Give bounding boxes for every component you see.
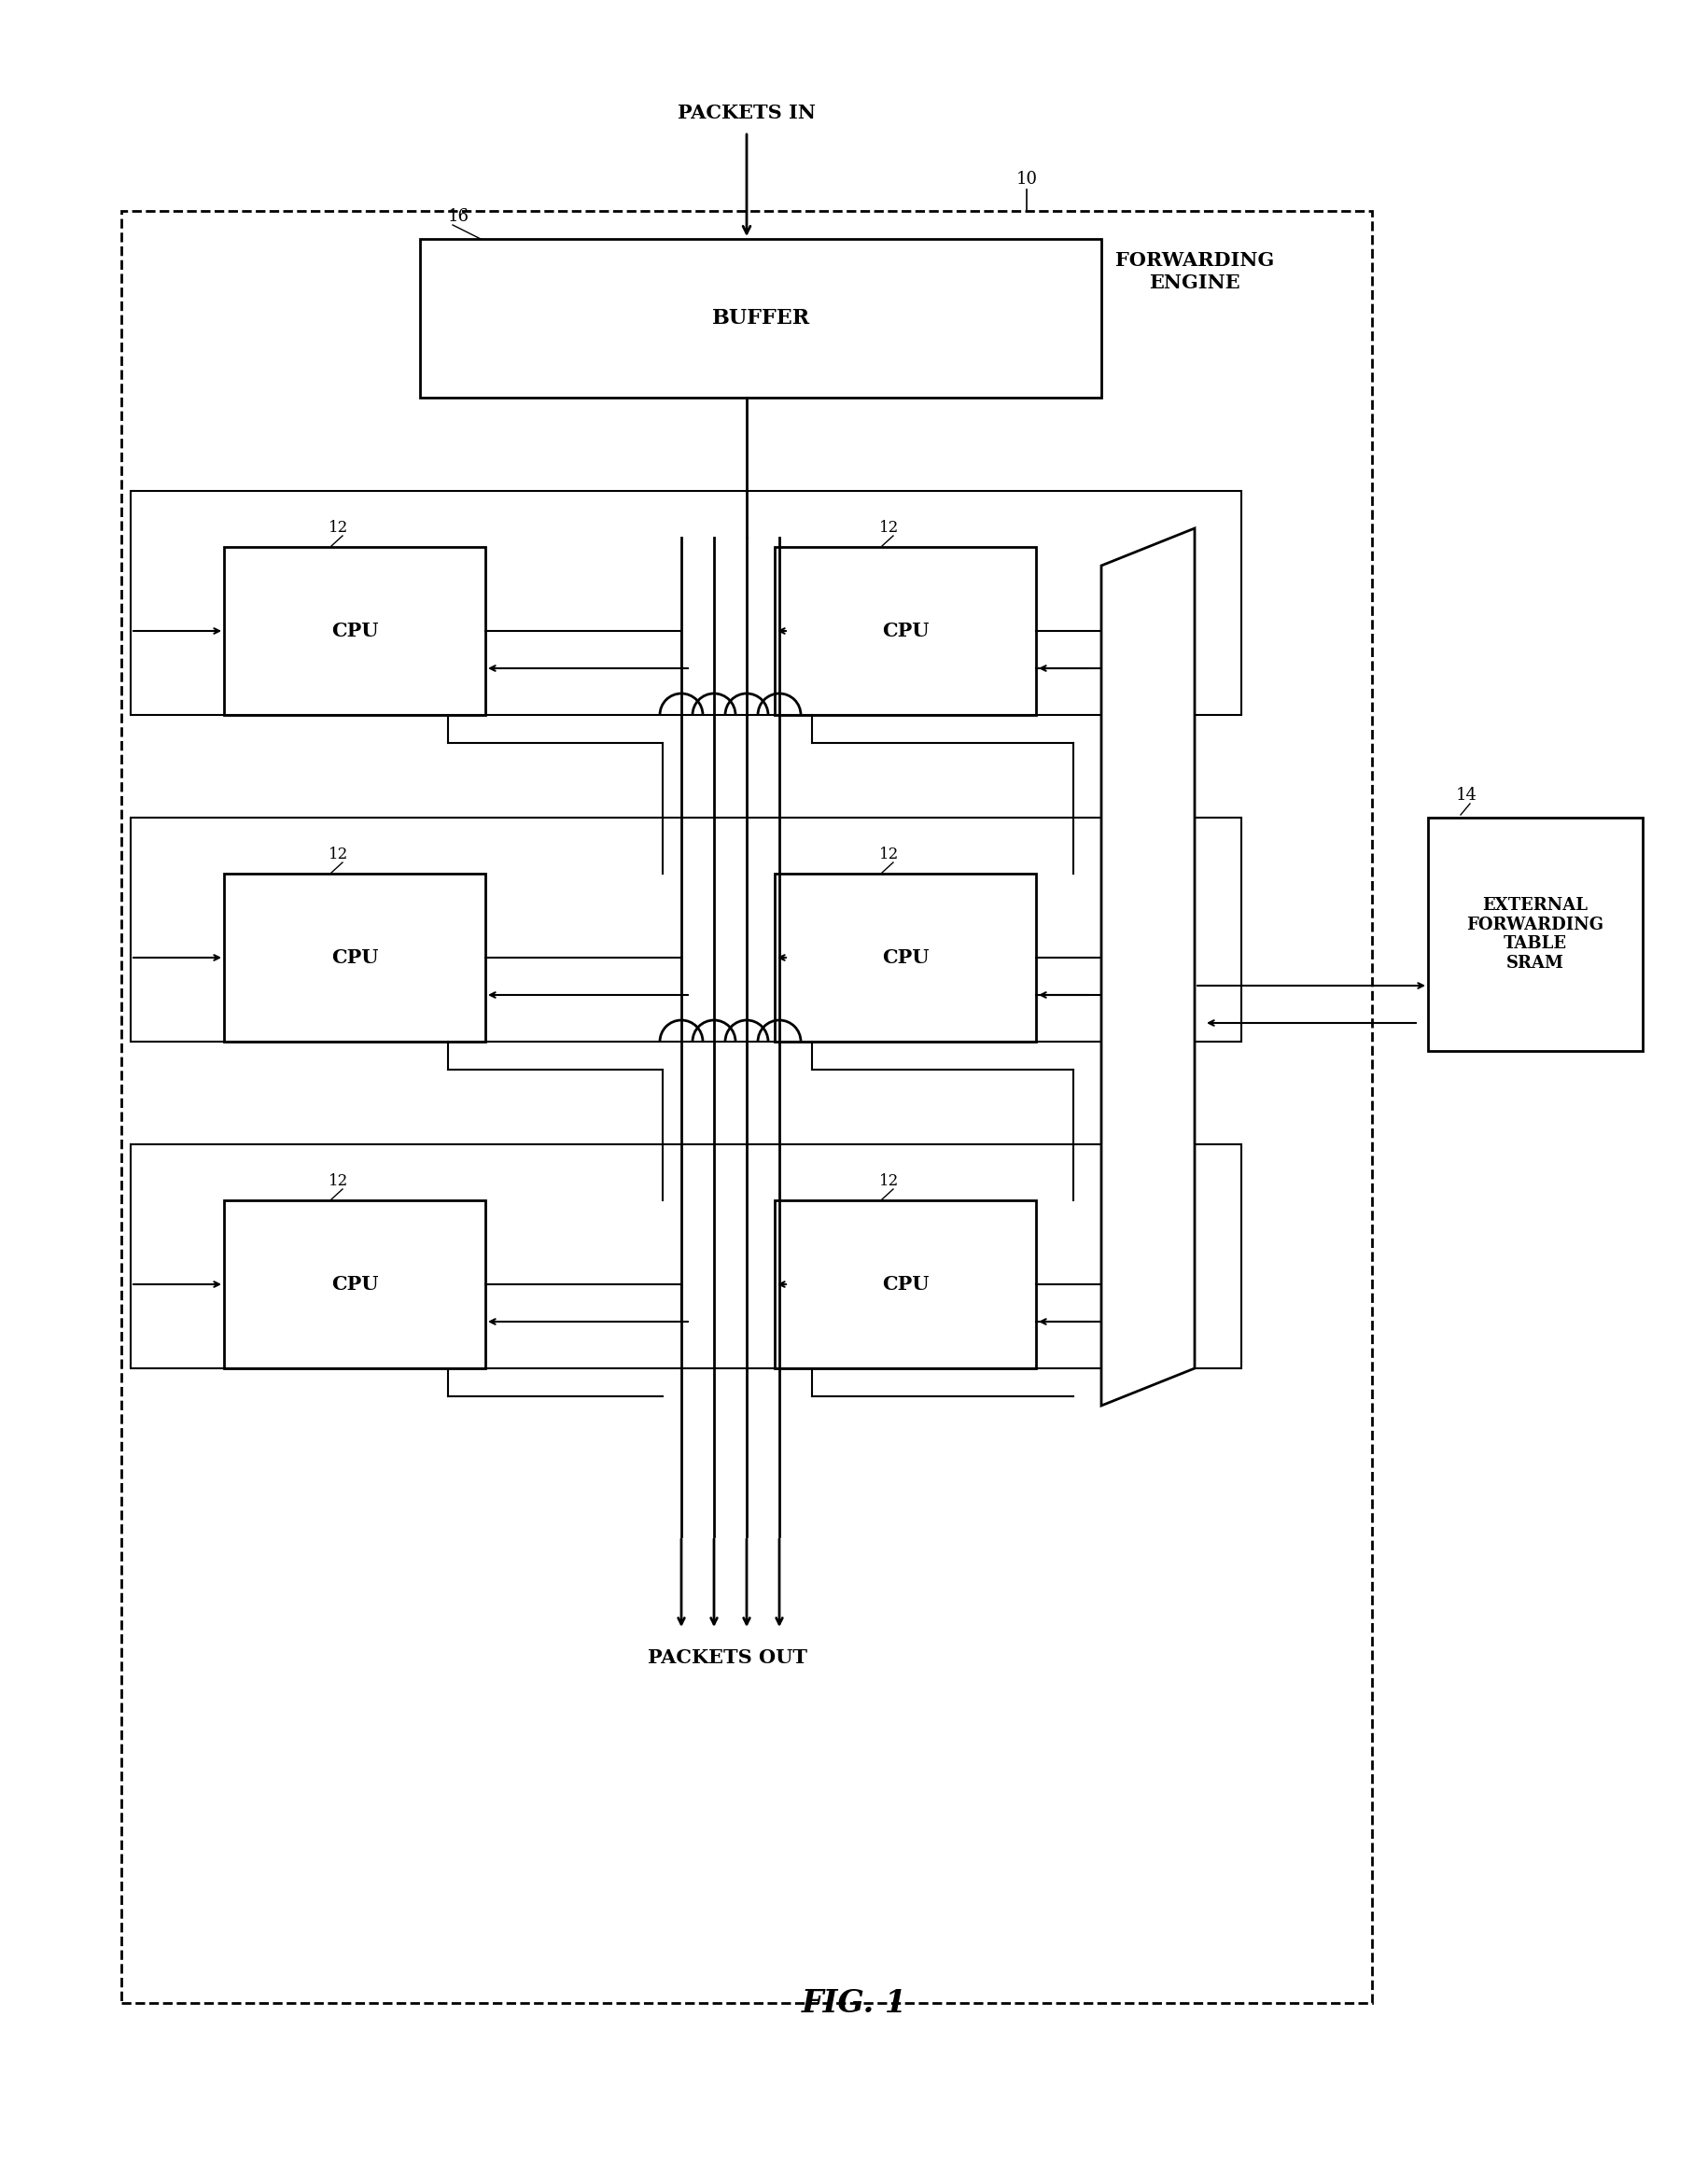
Text: 12: 12 bbox=[880, 847, 898, 862]
Text: 12: 12 bbox=[328, 519, 348, 536]
Text: 12: 12 bbox=[880, 519, 898, 536]
Text: PACKETS OUT: PACKETS OUT bbox=[649, 1648, 808, 1667]
Text: CPU: CPU bbox=[881, 949, 929, 966]
Text: CPU: CPU bbox=[881, 621, 929, 640]
Text: CPU: CPU bbox=[331, 1274, 377, 1294]
Text: PACKETS IN: PACKETS IN bbox=[678, 104, 816, 122]
Bar bbox=[775, 873, 1037, 1042]
Bar bbox=[132, 491, 1242, 714]
Text: 16: 16 bbox=[447, 208, 470, 226]
Text: CPU: CPU bbox=[331, 949, 377, 966]
Bar bbox=[132, 818, 1242, 1042]
Text: BUFFER: BUFFER bbox=[712, 308, 810, 328]
Text: FIG. 1: FIG. 1 bbox=[801, 1989, 907, 2019]
Text: 12: 12 bbox=[328, 847, 348, 862]
Bar bbox=[224, 873, 485, 1042]
Bar bbox=[224, 1201, 485, 1368]
Text: 10: 10 bbox=[1016, 172, 1037, 187]
Text: 12: 12 bbox=[880, 1172, 898, 1190]
Polygon shape bbox=[1102, 528, 1194, 1405]
Bar bbox=[121, 211, 1372, 2004]
Text: EXTERNAL
FORWARDING
TABLE
SRAM: EXTERNAL FORWARDING TABLE SRAM bbox=[1467, 897, 1604, 973]
Text: FORWARDING
ENGINE: FORWARDING ENGINE bbox=[1115, 252, 1274, 291]
Text: CPU: CPU bbox=[881, 1274, 929, 1294]
Bar bbox=[224, 547, 485, 714]
Text: 14: 14 bbox=[1455, 786, 1477, 803]
Bar bbox=[775, 547, 1037, 714]
Bar bbox=[132, 1144, 1242, 1368]
Bar bbox=[775, 1201, 1037, 1368]
Bar bbox=[420, 239, 1102, 397]
Text: 12: 12 bbox=[328, 1172, 348, 1190]
Bar bbox=[1428, 818, 1643, 1051]
Text: CPU: CPU bbox=[331, 621, 377, 640]
